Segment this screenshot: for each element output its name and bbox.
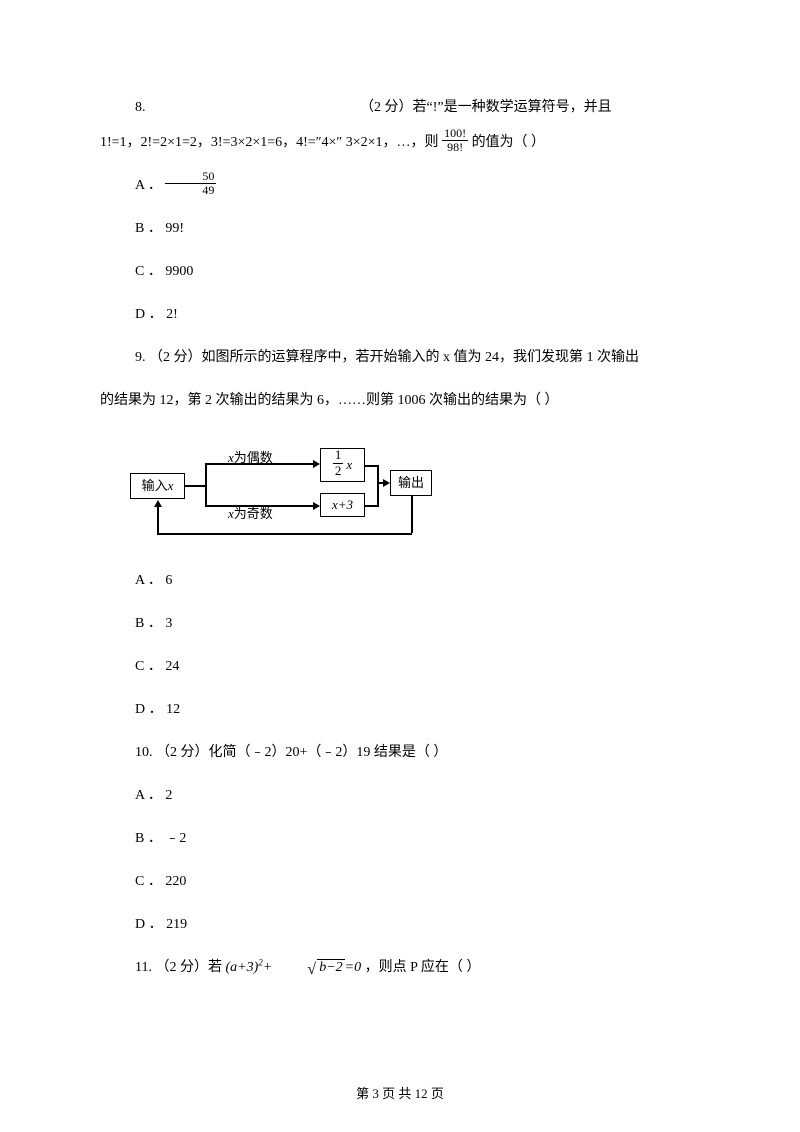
q8-line1: 8. （2 分）若“!”是一种数学运算符号，并且 (100, 90, 700, 125)
q11-text: 11. （2 分）若 (a+3)2+√b−2=0 ，则点 P 应在（ ） (100, 950, 700, 985)
q10-option-c: C ． 220 (100, 864, 700, 899)
q11-formula-eq: =0 (345, 960, 361, 975)
diagram-input-label: 输入x (142, 470, 174, 503)
q9-option-b: B ． 3 (100, 606, 700, 641)
q11-formula: (a+3)2+√b−2=0 (225, 960, 364, 975)
q11-suffix: ，则点 P 应在（ ） (365, 960, 481, 975)
q8-option-a: A ． 50 49 (100, 168, 700, 203)
diagram-output-box: 输出 (390, 470, 432, 496)
q11-formula-plus: + (263, 960, 272, 975)
q8-line2b: 的值为（ ） (472, 135, 546, 150)
q8-frac-num: 100! (442, 127, 468, 141)
diagram-plus3-label: x+3 (332, 489, 353, 522)
q10-text: 10. （2 分）化简（﹣2）20+（﹣2）19 结果是（ ） (100, 735, 700, 770)
q8-optA-label: A ． (135, 178, 162, 193)
q11-formula-sqrt: b−2 (317, 959, 344, 975)
q8-fraction: 100! 98! (442, 127, 468, 154)
q9-option-d: D ． 12 (100, 692, 700, 727)
diagram-half-var: x (346, 449, 352, 482)
q8-line2a: 1!=1，2!=2×1=2，3!=3×2×1=6，4!=″4×″ 3×2×1，…… (100, 135, 442, 150)
q10-option-d: D ． 219 (100, 907, 700, 942)
q8-frac-den: 98! (442, 141, 468, 154)
q8-option-d: D ． 2! (100, 297, 700, 332)
page-footer: 第 3 页 共 12 页 (0, 1083, 800, 1102)
q10-option-a: A ． 2 (100, 778, 700, 813)
q8-optA-den: 49 (165, 184, 216, 197)
diagram-input-box: 输入x (130, 473, 185, 499)
q9-option-c: C ． 24 (100, 649, 700, 684)
diagram-half-box: 1 2 x (320, 448, 365, 482)
q8-intro: （2 分）若“!”是一种数学运算符号，并且 (360, 90, 700, 125)
q9-option-a: A ． 6 (100, 563, 700, 598)
diagram-plus3-box: x+3 (320, 493, 365, 517)
q8-line2: 1!=1，2!=2×1=2，3!=3×2×1=6，4!=″4×″ 3×2×1，…… (100, 125, 700, 160)
diagram-even-label: x为偶数 (228, 442, 273, 475)
q8-number: 8. (100, 90, 360, 125)
q11-formula-a: (a+3) (225, 960, 258, 975)
q8-optA-fraction: 50 49 (165, 170, 216, 197)
q9-line2: 的结果为 12，第 2 次输出的结果为 6，……则第 1006 次输出的结果为（… (100, 383, 700, 418)
q8-option-b: B ． 99! (100, 211, 700, 246)
diagram-odd-label: x为奇数 (228, 498, 273, 531)
q9-line1: 9. （2 分）如图所示的运算程序中，若开始输入的 x 值为 24，我们发现第 … (100, 340, 700, 375)
flowchart-diagram: 输入x x为偶数 x为奇数 1 2 x x+3 输出 (130, 438, 450, 543)
diagram-half-num: 1 (333, 448, 344, 463)
diagram-half-den: 2 (333, 464, 344, 478)
q8-optA-num: 50 (165, 170, 216, 184)
q10-option-b: B ． ﹣2 (100, 821, 700, 856)
q8-option-c: C ． 9900 (100, 254, 700, 289)
page-content: 8. （2 分）若“!”是一种数学运算符号，并且 1!=1，2!=2×1=2，3… (100, 90, 700, 985)
q11-prefix: 11. （2 分）若 (135, 960, 225, 975)
